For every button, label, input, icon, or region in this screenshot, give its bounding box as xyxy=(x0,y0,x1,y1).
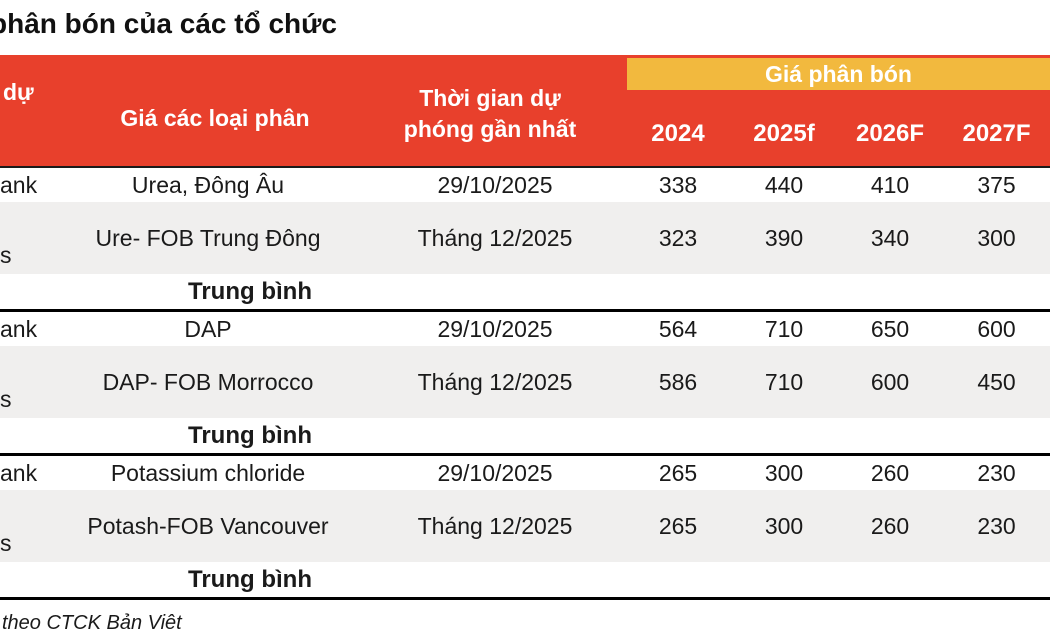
header-divider xyxy=(0,166,1050,168)
cell-org-fragment: ank xyxy=(0,172,38,198)
section-divider xyxy=(0,597,1050,600)
cell-value-2026f: 650 xyxy=(870,316,910,342)
cell-product: Ure- FOB Trung Đông xyxy=(95,225,321,251)
cell-product: Urea, Đông Âu xyxy=(131,172,285,198)
cell-value-2027f: 450 xyxy=(977,369,1016,395)
header-col-time: Thời gian dự phóng gần nhất xyxy=(370,83,610,145)
cell-value-2024: 586 xyxy=(658,369,698,395)
cell-value-2026f: 260 xyxy=(870,460,910,486)
average-label: Trung bình xyxy=(188,422,312,449)
cell-value-2026f: 600 xyxy=(870,369,910,395)
table-section-potash: ank Potassium chloride 29/10/2025 265 30… xyxy=(0,456,1050,600)
header-org-fragment: dự xyxy=(3,79,34,105)
header-year-2025f: 2025f xyxy=(753,120,815,147)
table-row: Ure- FOB Trung Đông Tháng 12/2025 323 39… xyxy=(0,202,1050,274)
cell-forecast-date: Tháng 12/2025 xyxy=(417,369,573,395)
table-row: Potash-FOB Vancouver Tháng 12/2025 265 3… xyxy=(0,490,1050,562)
cell-forecast-date: Tháng 12/2025 xyxy=(417,225,573,251)
cell-org-fragment: s xyxy=(0,530,12,556)
cell-value-2026f: 340 xyxy=(870,225,910,251)
table-row: ank DAP 29/10/2025 564 710 650 600 xyxy=(0,312,1050,346)
cell-forecast-date: 29/10/2025 xyxy=(437,316,553,342)
cell-value-2027f: 230 xyxy=(977,460,1016,486)
cell-org-fragment: s xyxy=(0,386,12,412)
cell-product: DAP- FOB Morrocco xyxy=(102,369,314,395)
table-section-dap: ank DAP 29/10/2025 564 710 650 600 DAP- … xyxy=(0,312,1050,456)
cell-value-2025f: 440 xyxy=(764,172,804,198)
cell-value-2026f: 410 xyxy=(870,172,910,198)
cell-value-2025f: 710 xyxy=(764,316,804,342)
header-col-time-line2: phóng gần nhất xyxy=(403,116,577,142)
cell-value-2027f: 375 xyxy=(977,172,1016,198)
cell-value-2025f: 300 xyxy=(764,460,804,486)
average-label: Trung bình xyxy=(188,566,312,593)
cell-org-fragment: ank xyxy=(0,316,38,342)
cell-value-2024: 338 xyxy=(658,172,698,198)
header-year-2027f: 2027F xyxy=(962,120,1031,147)
table-section-urea: ank Urea, Đông Âu 29/10/2025 338 440 410… xyxy=(0,168,1050,312)
cell-value-2024: 323 xyxy=(658,225,698,251)
cell-value-2026f: 260 xyxy=(870,513,910,539)
average-row: Trung bình xyxy=(0,274,1050,309)
section-divider xyxy=(0,309,1050,312)
average-label: Trung bình xyxy=(188,278,312,305)
table-row: ank Urea, Đông Âu 29/10/2025 338 440 410… xyxy=(0,168,1050,202)
cell-forecast-date: Tháng 12/2025 xyxy=(417,513,573,539)
header-year-2026f: 2026F xyxy=(855,120,925,147)
cell-value-2024: 564 xyxy=(658,316,698,342)
header-col-product: Giá các loại phân xyxy=(120,105,310,131)
cell-org-fragment: s xyxy=(0,242,12,268)
cell-forecast-date: 29/10/2025 xyxy=(437,172,553,198)
average-row: Trung bình xyxy=(0,418,1050,453)
table-header: dự Giá các loại phân Thời gian dự phóng … xyxy=(0,55,1050,166)
header-price-group: Giá phân bón xyxy=(627,58,1050,90)
section-divider xyxy=(0,453,1050,456)
cell-product: Potash-FOB Vancouver xyxy=(87,513,329,539)
cell-forecast-date: 29/10/2025 xyxy=(437,460,553,486)
cell-value-2025f: 710 xyxy=(764,369,804,395)
average-row: Trung bình xyxy=(0,562,1050,597)
source-note: theo CTCK Bản Việt xyxy=(2,612,182,630)
cell-value-2027f: 300 xyxy=(977,225,1016,251)
cell-product: DAP xyxy=(184,316,232,342)
cell-value-2024: 265 xyxy=(658,513,698,539)
table-row: ank Potassium chloride 29/10/2025 265 30… xyxy=(0,456,1050,490)
cell-product: Potassium chloride xyxy=(110,460,306,486)
header-year-2024: 2024 xyxy=(651,120,705,147)
cell-value-2025f: 300 xyxy=(764,513,804,539)
cell-value-2027f: 230 xyxy=(977,513,1016,539)
cell-org-fragment: ank xyxy=(0,460,38,486)
cell-value-2025f: 390 xyxy=(764,225,804,251)
table-row: DAP- FOB Morrocco Tháng 12/2025 586 710 … xyxy=(0,346,1050,418)
cell-value-2027f: 600 xyxy=(977,316,1016,342)
cell-value-2024: 265 xyxy=(658,460,698,486)
header-col-time-line1: Thời gian dự xyxy=(419,85,561,111)
page-title: phân bón của các tổ chức xyxy=(0,8,338,39)
